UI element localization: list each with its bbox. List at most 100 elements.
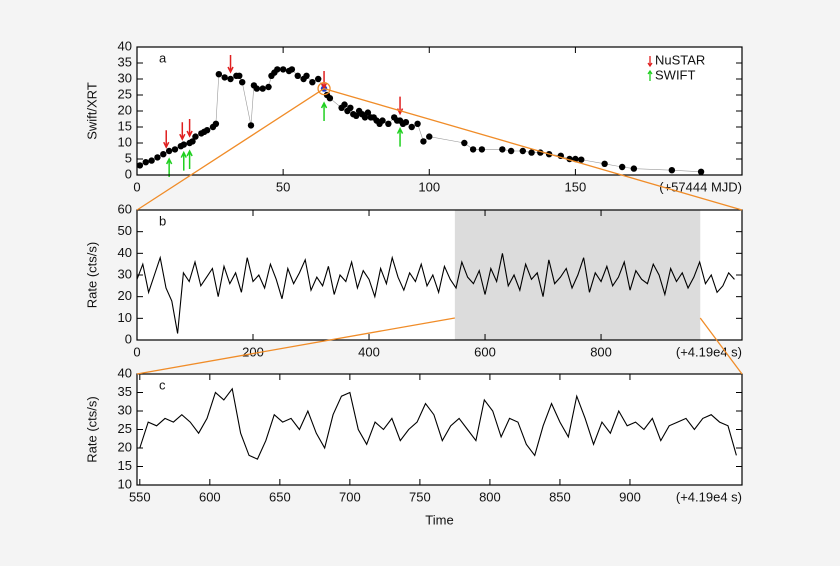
zoom-line: [136, 88, 325, 211]
zoom-line: [699, 317, 743, 375]
data-point: [668, 167, 676, 174]
x-tick-label: 50: [276, 179, 290, 194]
data-point: [618, 163, 626, 171]
data-point: [408, 123, 415, 131]
y-axis-title: Rate (cts/s): [84, 396, 99, 462]
data-point: [274, 66, 281, 73]
data-point: [420, 138, 427, 145]
data-point: [697, 168, 705, 175]
y-axis-title: Swift/XRT: [84, 82, 99, 140]
obs-arrow: [165, 157, 173, 177]
obs-arrow: [180, 150, 187, 171]
legend-label: SWIFT: [655, 67, 695, 82]
x-tick-label: 200: [242, 344, 264, 359]
data-point: [578, 156, 585, 163]
data-point: [361, 114, 369, 121]
obs-arrow: [396, 126, 404, 147]
data-line: [136, 253, 735, 334]
y-tick-label: 25: [118, 86, 132, 101]
legend-label: NuSTAR: [655, 52, 705, 67]
x-tick-label: 800: [590, 344, 612, 359]
plot-area: [137, 47, 742, 175]
data-point: [236, 72, 243, 80]
x-tick-label: 750: [409, 489, 431, 504]
y-tick-label: 60: [118, 201, 132, 216]
data-point: [160, 151, 167, 158]
y-tick-label: 25: [118, 421, 132, 436]
y-tick-label: 40: [118, 245, 132, 260]
legend-arrow: [647, 56, 653, 68]
y-tick-label: 20: [118, 102, 132, 117]
obs-arrow: [186, 119, 193, 138]
plot-area: [137, 374, 742, 485]
data-point: [171, 146, 179, 153]
obs-arrow: [227, 55, 234, 74]
obs-arrow: [186, 149, 193, 169]
x-tick-label: 700: [339, 489, 361, 504]
data-point: [385, 120, 392, 128]
y-tick-label: 30: [118, 70, 132, 85]
panel-label: b: [159, 213, 166, 228]
data-point: [142, 159, 149, 166]
data-point: [353, 112, 360, 120]
data-point: [215, 71, 223, 78]
y-tick-label: 40: [118, 365, 132, 380]
data-point: [499, 146, 506, 153]
y-tick-label: 35: [118, 384, 132, 399]
data-point: [414, 120, 421, 128]
data-point: [253, 85, 261, 92]
panel-label: c: [159, 377, 166, 392]
x-tick-label: 550: [129, 489, 151, 504]
x-axis-title: Time: [425, 512, 453, 527]
obs-arrow: [163, 130, 170, 149]
x-tick-label: 400: [358, 344, 380, 359]
data-point: [601, 160, 608, 167]
data-point: [294, 72, 301, 80]
y-tick-label: 35: [118, 54, 132, 69]
data-point: [189, 138, 196, 145]
data-point: [303, 72, 310, 80]
obs-arrow: [320, 101, 328, 121]
data-point: [192, 133, 199, 140]
data-point: [402, 119, 410, 126]
panel-label: a: [159, 50, 167, 65]
data-point: [309, 79, 316, 86]
data-point: [469, 146, 477, 153]
y-axis-title: Rate (cts/s): [84, 242, 99, 308]
obs-arrow: [179, 122, 186, 141]
zoom-line: [323, 87, 743, 211]
data-point: [519, 147, 526, 155]
data-point: [426, 133, 433, 140]
y-tick-label: 10: [118, 134, 132, 149]
x-tick-label: 600: [199, 489, 221, 504]
data-point: [259, 85, 266, 92]
data-point: [239, 79, 246, 86]
y-tick-label: 30: [118, 266, 132, 281]
x-tick-label: 0: [133, 179, 140, 194]
x-tick-label: 600: [474, 344, 496, 359]
y-tick-label: 10: [118, 476, 132, 491]
data-point: [630, 165, 638, 172]
data-point: [221, 74, 228, 81]
y-tick-label: 10: [118, 310, 132, 325]
data-point: [247, 122, 255, 129]
y-tick-label: 15: [118, 118, 132, 133]
data-point: [341, 101, 348, 108]
x-tick-label: 150: [565, 179, 587, 194]
data-point: [326, 95, 334, 102]
plot-frame: [136, 373, 743, 486]
x-tick-label: 100: [418, 179, 440, 194]
x-unit: (+4.19e4 s): [676, 344, 742, 359]
data-point: [165, 147, 173, 155]
data-point: [379, 117, 386, 124]
plot-frame: [136, 46, 743, 176]
data-line: [139, 387, 737, 460]
data-point: [461, 139, 468, 147]
data-point: [227, 75, 234, 83]
y-tick-label: 15: [118, 458, 132, 473]
data-point: [136, 162, 144, 169]
legend-arrow: [647, 69, 653, 81]
y-tick-label: 0: [125, 166, 132, 181]
